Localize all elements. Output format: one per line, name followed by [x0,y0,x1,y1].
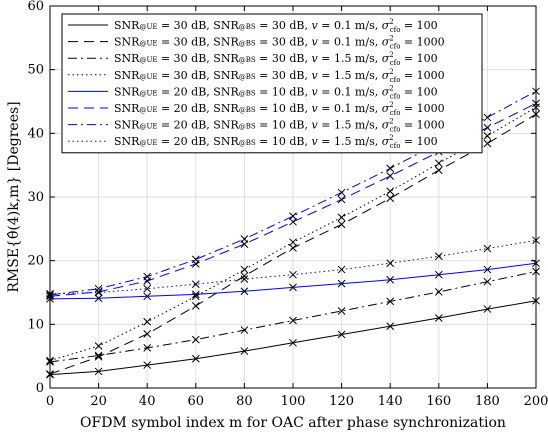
data-point-marker [434,314,443,322]
data-point-marker [94,351,103,360]
data-point-marker [483,244,492,253]
series-line-3 [49,271,537,363]
data-point-marker [386,275,395,284]
data-point-marker [289,217,297,226]
x-axis-label: OFDM symbol index m for OAC after phase … [80,415,506,431]
legend-entry-8: SNR@UE = 20 dB, SNR@BS = 10 dB, v = 1.5 … [114,134,438,150]
data-point-marker [191,280,200,289]
data-point-marker [240,287,249,296]
data-point-marker [191,255,200,264]
data-point-marker [337,330,346,339]
axis-ticks: 0 20 40 60 80 100 120 140 160 180 200 0 10 20 30 40 50 60 [27,0,548,409]
data-point-marker [289,244,297,252]
data-point-marker [434,159,443,168]
y-tick-label: 10 [27,317,44,332]
x-tick-label: 180 [475,394,500,409]
legend-entry-6: SNR@UE = 20 dB, SNR@BS = 10 dB, v = 0.1 … [114,101,445,117]
data-point-marker [337,265,346,274]
data-point-marker [337,213,346,222]
data-point-marker [434,166,443,175]
data-point-marker [483,305,492,313]
data-point-marker [240,235,249,243]
x-tick-label: 60 [188,394,205,409]
data-point-marker [94,352,103,361]
data-point-marker [483,123,492,132]
legend-entry-3: SNR@UE = 30 dB, SNR@BS = 30 dB, v = 1.5 … [114,51,438,67]
data-point-marker [143,292,152,301]
data-point-marker [337,279,346,288]
legend-entry-1: SNR@UE = 30 dB, SNR@BS = 30 dB, v = 0.1 … [114,18,438,34]
data-point-marker [434,252,443,261]
data-point-marker [289,283,297,292]
data-point-marker [483,277,492,286]
x-tick-label: 40 [139,394,156,409]
legend-entry-2: SNR@UE = 30 dB, SNR@BS = 30 dB, v = 0.1 … [114,35,445,51]
data-point-marker [191,335,200,344]
data-point-marker [191,290,200,299]
data-point-marker [289,212,297,220]
data-point-marker [386,194,395,203]
legend-entry-7: SNR@UE = 20 dB, SNR@BS = 10 dB, v = 1.5 … [114,118,445,134]
data-point-marker [94,288,103,297]
y-tick-label: 0 [36,381,44,396]
data-point-marker [483,265,492,274]
x-tick-label: 200 [524,394,548,409]
data-point-marker [386,187,395,196]
data-point-marker [143,344,152,352]
y-axis-label: RMSE{θ̂(4)k,m} [Degrees] [6,101,22,292]
x-tick-label: 0 [46,394,54,409]
legend: SNR@UE = 30 dB, SNR@BS = 30 dB, v = 0.1 … [61,13,483,154]
data-point-marker [289,338,297,347]
y-tick-label: 60 [27,0,44,14]
data-point-marker [143,317,152,326]
data-point-marker [240,275,249,283]
data-point-marker [143,330,152,338]
legend-box [61,13,483,154]
data-point-marker [337,220,346,229]
data-point-marker [191,354,200,363]
x-tick-label: 120 [329,394,354,409]
data-point-marker [483,132,492,140]
data-point-marker [240,326,249,334]
data-point-marker [143,272,152,281]
data-point-marker [386,259,395,268]
data-point-marker [483,113,492,122]
data-point-marker [240,272,249,280]
y-tick-label: 40 [27,126,44,141]
data-point-marker [289,316,297,325]
x-tick-label: 20 [90,394,107,409]
data-point-marker [337,195,346,204]
y-tick-label: 20 [27,254,44,269]
x-tick-label: 100 [281,394,306,409]
data-point-marker [386,172,395,180]
data-point-marker [337,307,346,315]
x-tick-label: 160 [426,394,451,409]
data-point-marker [483,139,492,148]
data-point-marker [240,265,249,274]
y-tick-label: 30 [27,190,44,205]
data-point-marker [386,322,395,331]
x-tick-label: 140 [378,394,403,409]
data-point-marker [143,284,152,293]
data-point-marker [94,294,103,303]
data-point-marker [386,164,395,173]
data-point-marker [434,270,443,279]
data-point-marker [94,367,103,376]
data-point-marker [143,361,152,369]
legend-entry-4: SNR@UE = 30 dB, SNR@BS = 30 dB, v = 1.5 … [114,68,445,84]
data-point-marker [94,342,103,350]
data-point-marker [386,297,395,306]
data-point-marker [191,292,200,301]
y-tick-label: 50 [27,63,44,78]
data-point-marker [289,270,297,279]
data-point-marker [337,188,346,197]
data-point-marker [240,347,249,355]
legend-entry-5: SNR@UE = 20 dB, SNR@BS = 10 dB, v = 0.1 … [114,84,438,100]
x-tick-label: 80 [236,394,253,409]
data-point-marker [434,288,443,296]
data-point-marker [191,302,200,310]
data-point-marker [289,238,297,247]
data-point-marker [94,284,103,293]
